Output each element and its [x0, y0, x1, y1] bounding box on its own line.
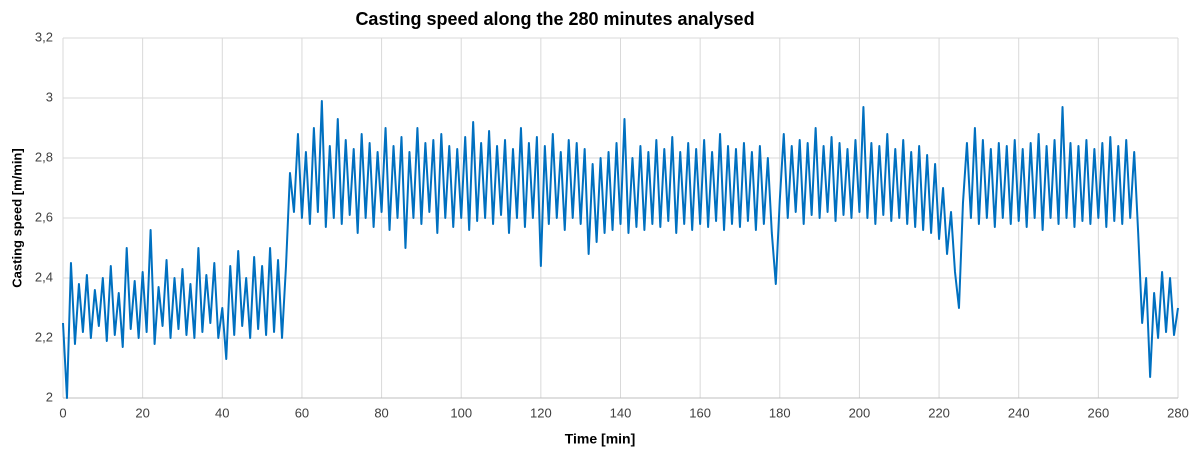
x-axis-label: Time [min]	[565, 431, 636, 447]
x-tick-label: 260	[1088, 405, 1110, 420]
x-tick-label: 280	[1167, 405, 1189, 420]
y-tick-label: 2	[46, 389, 53, 404]
y-tick-label: 3,2	[35, 29, 53, 44]
x-tick-label: 220	[928, 405, 950, 420]
x-tick-label: 200	[849, 405, 871, 420]
y-tick-label: 2,4	[35, 269, 53, 284]
y-tick-label: 2,2	[35, 329, 53, 344]
x-tick-label: 140	[610, 405, 632, 420]
x-tick-label: 0	[59, 405, 66, 420]
data-line	[62, 100, 1179, 399]
x-tick-label: 80	[374, 405, 388, 420]
y-tick-label: 2,8	[35, 149, 53, 164]
x-tick-label: 100	[450, 405, 472, 420]
x-tick-label: 240	[1008, 405, 1030, 420]
x-tick-label: 40	[215, 405, 229, 420]
y-tick-label: 3	[46, 89, 53, 104]
chart-title: Casting speed along the 280 minutes anal…	[355, 9, 754, 29]
y-tick-label: 2,6	[35, 209, 53, 224]
x-tick-label: 160	[689, 405, 711, 420]
x-tick-label: 120	[530, 405, 552, 420]
x-tick-label: 180	[769, 405, 791, 420]
x-tick-label: 20	[135, 405, 149, 420]
x-tick-label: 60	[295, 405, 309, 420]
y-axis-label: Casting speed [m/min]	[9, 148, 24, 287]
